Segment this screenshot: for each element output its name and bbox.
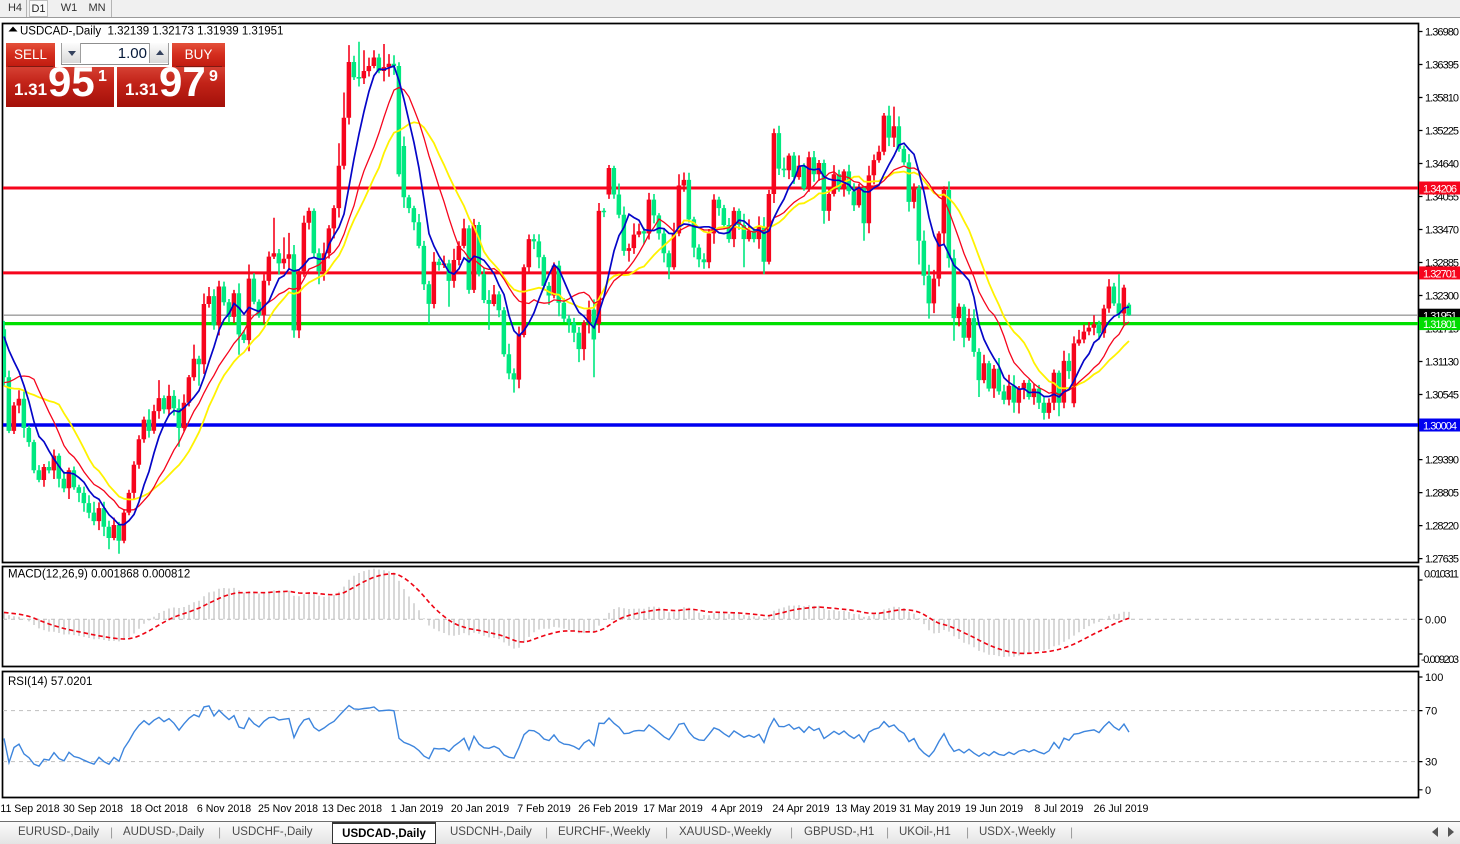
svg-text:13 May 2019: 13 May 2019 [835, 803, 896, 815]
svg-text:1.36980: 1.36980 [1425, 27, 1459, 39]
svg-text:1.29390: 1.29390 [1425, 455, 1459, 467]
svg-text:0: 0 [1425, 785, 1431, 797]
svg-text:1.27635: 1.27635 [1425, 554, 1459, 566]
svg-text:100: 100 [1425, 672, 1443, 684]
svg-text:31 May 2019: 31 May 2019 [899, 803, 960, 815]
svg-text:0.00: 0.00 [1425, 614, 1446, 626]
svg-text:18 Oct 2018: 18 Oct 2018 [130, 803, 188, 815]
svg-text:1.31130: 1.31130 [1425, 357, 1459, 369]
svg-text:1.34206: 1.34206 [1423, 184, 1457, 196]
svg-text:USDCAD-,Daily 1.32139 1.32173: USDCAD-,Daily 1.32139 1.32173 1.31939 1.… [20, 26, 283, 38]
svg-text:1.32300: 1.32300 [1425, 291, 1459, 303]
svg-text:1.28220: 1.28220 [1425, 521, 1459, 533]
svg-text:MACD(12,26,9) 0.001868 0.00081: MACD(12,26,9) 0.001868 0.000812 [8, 569, 190, 581]
svg-text:1.32701: 1.32701 [1423, 268, 1457, 280]
svg-text:70: 70 [1425, 706, 1437, 718]
svg-text:26 Feb 2019: 26 Feb 2019 [578, 803, 638, 815]
svg-text:7 Feb 2019: 7 Feb 2019 [517, 803, 571, 815]
svg-text:20 Jan 2019: 20 Jan 2019 [451, 803, 509, 815]
svg-text:13 Dec 2018: 13 Dec 2018 [322, 803, 382, 815]
svg-text:1.35225: 1.35225 [1425, 126, 1459, 138]
svg-text:0.010311: 0.010311 [1424, 568, 1459, 580]
svg-text:24 Apr 2019: 24 Apr 2019 [772, 803, 829, 815]
svg-text:8 Jul 2019: 8 Jul 2019 [1035, 803, 1084, 815]
svg-text:25 Nov 2018: 25 Nov 2018 [258, 803, 318, 815]
svg-text:RSI(14) 57.0201: RSI(14) 57.0201 [8, 676, 92, 688]
svg-text:1.35810: 1.35810 [1425, 93, 1459, 105]
svg-text:26 Jul 2019: 26 Jul 2019 [1094, 803, 1149, 815]
svg-text:4 Apr 2019: 4 Apr 2019 [711, 803, 762, 815]
svg-text:1.28805: 1.28805 [1425, 488, 1459, 500]
svg-text:11 Sep 2018: 11 Sep 2018 [0, 803, 59, 815]
svg-text:30: 30 [1425, 757, 1437, 769]
svg-text:1.33470: 1.33470 [1425, 225, 1459, 237]
svg-text:1.36395: 1.36395 [1425, 60, 1459, 72]
svg-text:1.34640: 1.34640 [1425, 159, 1459, 171]
svg-text:6 Nov 2018: 6 Nov 2018 [197, 803, 251, 815]
svg-text:-0.009203: -0.009203 [1421, 654, 1459, 666]
svg-text:1.30004: 1.30004 [1423, 421, 1457, 433]
svg-text:1 Jan 2019: 1 Jan 2019 [391, 803, 444, 815]
svg-text:1.30545: 1.30545 [1425, 390, 1459, 402]
svg-text:1.31801: 1.31801 [1423, 319, 1457, 331]
svg-text:17 Mar 2019: 17 Mar 2019 [643, 803, 703, 815]
svg-text:30 Sep 2018: 30 Sep 2018 [63, 803, 123, 815]
svg-text:19 Jun 2019: 19 Jun 2019 [965, 803, 1023, 815]
